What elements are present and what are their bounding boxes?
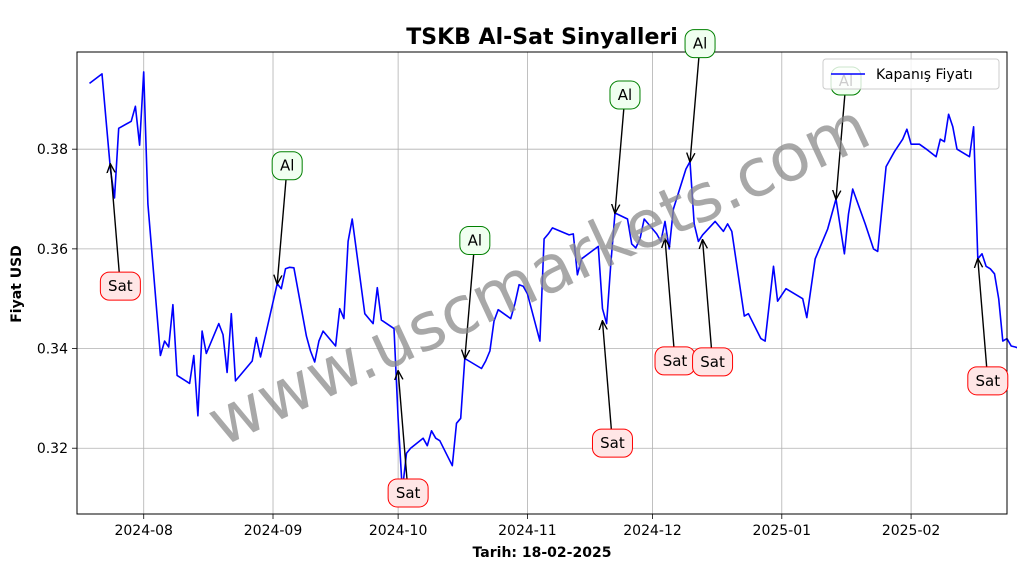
signal-arrow (836, 80, 847, 199)
legend: Kapanış Fiyatı (822, 58, 1000, 90)
sell-signal-box (99, 271, 141, 301)
signal-arrow (703, 240, 714, 362)
y-tick-label: 0.34 (37, 342, 68, 358)
x-tick-label: 2024-10 (369, 523, 428, 539)
grid-lines (77, 52, 1007, 514)
x-tick-label: 2024-08 (114, 523, 173, 539)
plot-frame (76, 51, 1008, 515)
price-line (89, 71, 1017, 492)
y-tick-label: 0.38 (37, 142, 68, 158)
signal-arrow (978, 259, 989, 381)
buy-signal-box (609, 80, 641, 110)
legend-label: Kapanış Fiyatı (876, 67, 973, 83)
sell-signal-label: Sat (600, 434, 625, 452)
sell-signal-box (967, 366, 1009, 396)
signal-arrow (690, 43, 701, 162)
signal-arrow (465, 240, 476, 359)
sell-signal-box (591, 428, 633, 458)
signal-arrow (602, 321, 614, 444)
signal-arrow (398, 371, 409, 494)
signal-arrow (110, 164, 122, 287)
x-tick-label: 2025-01 (753, 523, 812, 539)
sell-signal-label: Sat (108, 277, 133, 295)
chart-title: TSKB Al-Sat Sinyalleri (406, 25, 678, 50)
series-layer (89, 71, 1017, 492)
x-axis: 2024-08 2024-09 2024-10 2024-11 2024-12 2025-… (114, 514, 940, 539)
sell-signal-label: Sat (976, 372, 1001, 390)
signal-arrow (615, 94, 626, 213)
x-tick-label: 2024-09 (244, 523, 303, 539)
x-tick-label: 2025-02 (882, 523, 941, 539)
y-tick-label: 0.32 (37, 441, 68, 457)
sell-signal-label: Sat (700, 353, 725, 371)
sell-signal-label: Sat (396, 484, 421, 502)
buy-signal-label: Al (280, 157, 294, 175)
sell-signal-box (387, 478, 429, 508)
x-tick-label: 2024-11 (498, 523, 557, 539)
sell-signal-label: Sat (663, 352, 688, 370)
x-axis-label: Tarih: 18-02-2025 (473, 545, 612, 561)
y-axis-label: Fiyat USD (9, 245, 25, 323)
buy-signal-label: Al (618, 86, 632, 104)
sell-signal-box (692, 347, 734, 377)
signal-arrow (665, 239, 676, 361)
legend-box (822, 58, 1000, 90)
y-tick-label: 0.36 (37, 242, 68, 258)
y-axis: 0.32 0.34 0.36 0.38 (37, 142, 77, 457)
buy-signal-box (459, 226, 491, 256)
buy-signal-label: Al (468, 232, 482, 250)
buy-signal-label: Al (693, 35, 707, 53)
signals-layer: SatAlSatAlSatAlSatAlSatAlSat (99, 29, 1009, 508)
x-tick-label: 2024-12 (623, 523, 682, 539)
signal-arrow (277, 165, 288, 284)
plot-border (76, 51, 1008, 515)
buy-signal-box (271, 151, 303, 181)
buy-signal-box (684, 29, 716, 59)
